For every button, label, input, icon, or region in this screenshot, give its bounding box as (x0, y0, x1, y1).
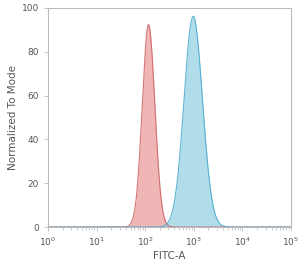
Y-axis label: Normalized To Mode: Normalized To Mode (8, 65, 18, 170)
X-axis label: FITC-A: FITC-A (153, 251, 186, 261)
